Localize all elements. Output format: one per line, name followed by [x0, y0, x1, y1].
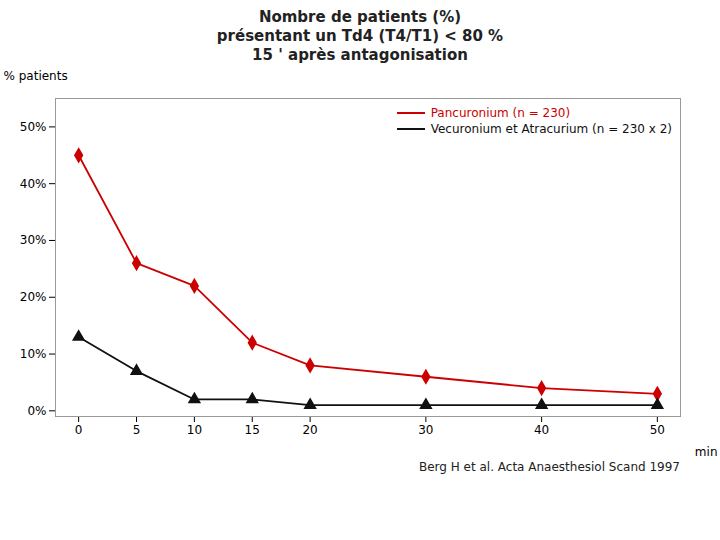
svg-text:30: 30: [418, 423, 433, 437]
svg-text:0: 0: [75, 423, 83, 437]
html-text:Berg H et al. Acta Anaesthesio: Berg H et al. Acta Anaesthesiol Scand 19…: [419, 460, 680, 475]
svg-text:10%: 10%: [20, 347, 47, 361]
html-text:Vecuronium et Atracurium (n =: Vecuronium et Atracurium (n = 230 x 2): [430, 122, 672, 137]
svg-text:50: 50: [650, 423, 665, 437]
html-text:Nombre de patients (%) présent: Nombre de patients (%) présentant un Td4…: [216, 8, 504, 64]
svg-text:20: 20: [302, 423, 317, 437]
svg-text:10: 10: [187, 423, 202, 437]
svg-text:40%: 40%: [20, 177, 47, 191]
svg-text:50%: 50%: [20, 120, 47, 134]
svg-text:5: 5: [133, 423, 141, 437]
svg-text:% patients: % patients: [4, 69, 68, 83]
svg-text:40: 40: [534, 423, 549, 437]
html-text:Pancuronium (n = 230): Pancuronium (n = 230): [430, 106, 571, 121]
svg-text:min: min: [695, 445, 718, 459]
svg-text:20%: 20%: [20, 290, 47, 304]
svg-text:15: 15: [245, 423, 260, 437]
svg-text:30%: 30%: [20, 234, 47, 248]
svg-text:0%: 0%: [27, 404, 46, 418]
